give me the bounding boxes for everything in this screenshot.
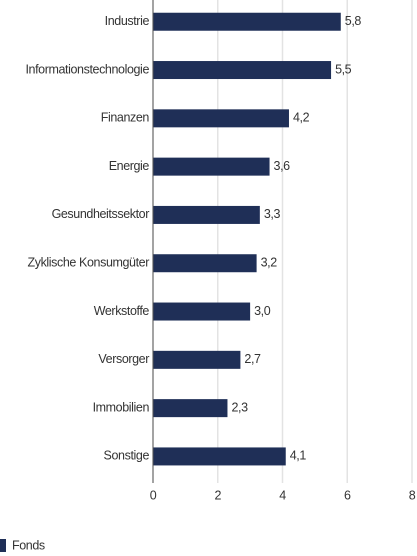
- bar: [153, 350, 241, 369]
- value-label: 3,3: [264, 207, 281, 221]
- bar: [153, 447, 286, 466]
- y-tick-label: Zyklische Konsumgüter: [27, 256, 149, 270]
- bar: [153, 157, 270, 176]
- legend-label: Fonds: [12, 538, 45, 552]
- value-label: 3,2: [261, 256, 278, 270]
- x-tick-label: 2: [214, 488, 221, 502]
- y-tick-label: Industrie: [105, 14, 150, 28]
- value-label: 3,6: [274, 159, 291, 173]
- value-label: 4,1: [290, 449, 307, 463]
- y-tick-label: Werkstoffe: [94, 304, 150, 318]
- legend-swatch: [0, 539, 6, 552]
- y-tick-label: Immobilien: [93, 400, 150, 414]
- y-tick-label: Finanzen: [101, 111, 150, 125]
- bar: [153, 61, 332, 80]
- x-tick-label: 4: [279, 488, 286, 502]
- value-label: 2,7: [244, 352, 261, 366]
- bar: [153, 109, 289, 128]
- bar: [153, 302, 251, 321]
- value-label: 2,3: [231, 400, 248, 414]
- value-label: 3,0: [254, 304, 271, 318]
- x-tick-label: 8: [409, 488, 416, 502]
- x-tick-label: 0: [150, 488, 157, 502]
- y-tick-label: Energie: [109, 159, 150, 173]
- value-label: 5,8: [345, 14, 362, 28]
- y-tick-label: Sonstige: [104, 449, 150, 463]
- x-tick-label: 6: [344, 488, 351, 502]
- bar: [153, 205, 260, 224]
- bar: [153, 12, 341, 31]
- value-label: 4,2: [293, 111, 310, 125]
- value-label: 5,5: [335, 62, 352, 76]
- bar: [153, 399, 228, 418]
- y-tick-label: Versorger: [98, 352, 149, 366]
- y-tick-label: Informationstechnologie: [25, 62, 149, 76]
- y-tick-label: Gesundheitssektor: [52, 207, 150, 221]
- bar: [153, 254, 257, 273]
